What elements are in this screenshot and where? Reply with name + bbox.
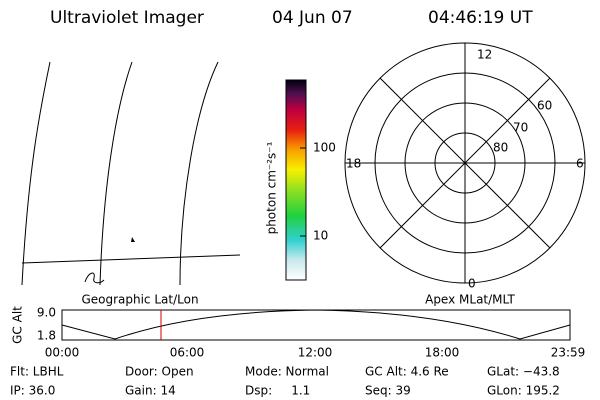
status-field: Door: Open: [125, 365, 194, 379]
status-field: Gain: 14: [125, 384, 176, 398]
meridian: [21, 61, 51, 286]
coastline: [84, 272, 105, 284]
status-field: GC Alt: 4.6 Re: [365, 365, 449, 379]
status-field: GLat: −43.8: [487, 365, 560, 379]
lat-label: 70: [513, 121, 528, 135]
colorbar-label: photon cm⁻²s⁻¹: [265, 141, 279, 234]
spoke: [379, 77, 551, 249]
polar-dial: [344, 42, 586, 284]
mlt-label: 0: [468, 277, 476, 291]
colorbar-tick-label: 100: [313, 141, 336, 155]
lat-label: 60: [537, 99, 552, 113]
parallel: [21, 254, 241, 264]
mlt-label: 6: [576, 157, 584, 171]
orbit-frame: [61, 309, 571, 341]
orbit-left-label: Geographic Lat/Lon: [81, 293, 198, 307]
mlt-label: 12: [477, 48, 492, 62]
color-bar: [285, 79, 307, 281]
orbit-x-label: 06:00: [170, 346, 205, 360]
meridian: [179, 61, 219, 286]
lat-label: 80: [493, 141, 508, 155]
orbit-x-label: 12:00: [298, 346, 333, 360]
date: 04 Jun 07: [272, 8, 353, 28]
orbit-x-label: 00:00: [45, 346, 80, 360]
time: 04:46:19 UT: [428, 8, 533, 28]
status-field: Seq: 39: [365, 384, 411, 398]
orbit-y-label: 1.8: [37, 329, 56, 343]
map-panel: [21, 61, 241, 286]
status-field: GLon: 195.2: [487, 384, 560, 398]
orbit-y-label: 9.0: [37, 306, 56, 320]
orbit-altitude: [61, 309, 571, 340]
status-field: Dsp: 1.1: [245, 384, 310, 398]
orbit-x-label: 23:59: [551, 346, 586, 360]
footer: Flt: LBHL Door: Open Mode: Normal GC Alt: 4…: [10, 365, 560, 398]
cursor: [131, 237, 135, 242]
orbit-right-label: Apex MLat/MLT: [425, 293, 515, 307]
status-field: Flt: LBHL: [10, 365, 64, 379]
status-field: Mode: Normal: [245, 365, 329, 379]
instrument-title: Ultraviolet Imager: [50, 8, 204, 28]
orbit-axis-label: GC Alt: [11, 306, 25, 344]
meridian: [99, 61, 133, 286]
mlt-label: 18: [346, 157, 361, 171]
status-field: IP: 36.0: [10, 384, 55, 398]
colorbar-tick-label: 10: [313, 229, 328, 243]
orbit-x-label: 18:00: [425, 346, 460, 360]
